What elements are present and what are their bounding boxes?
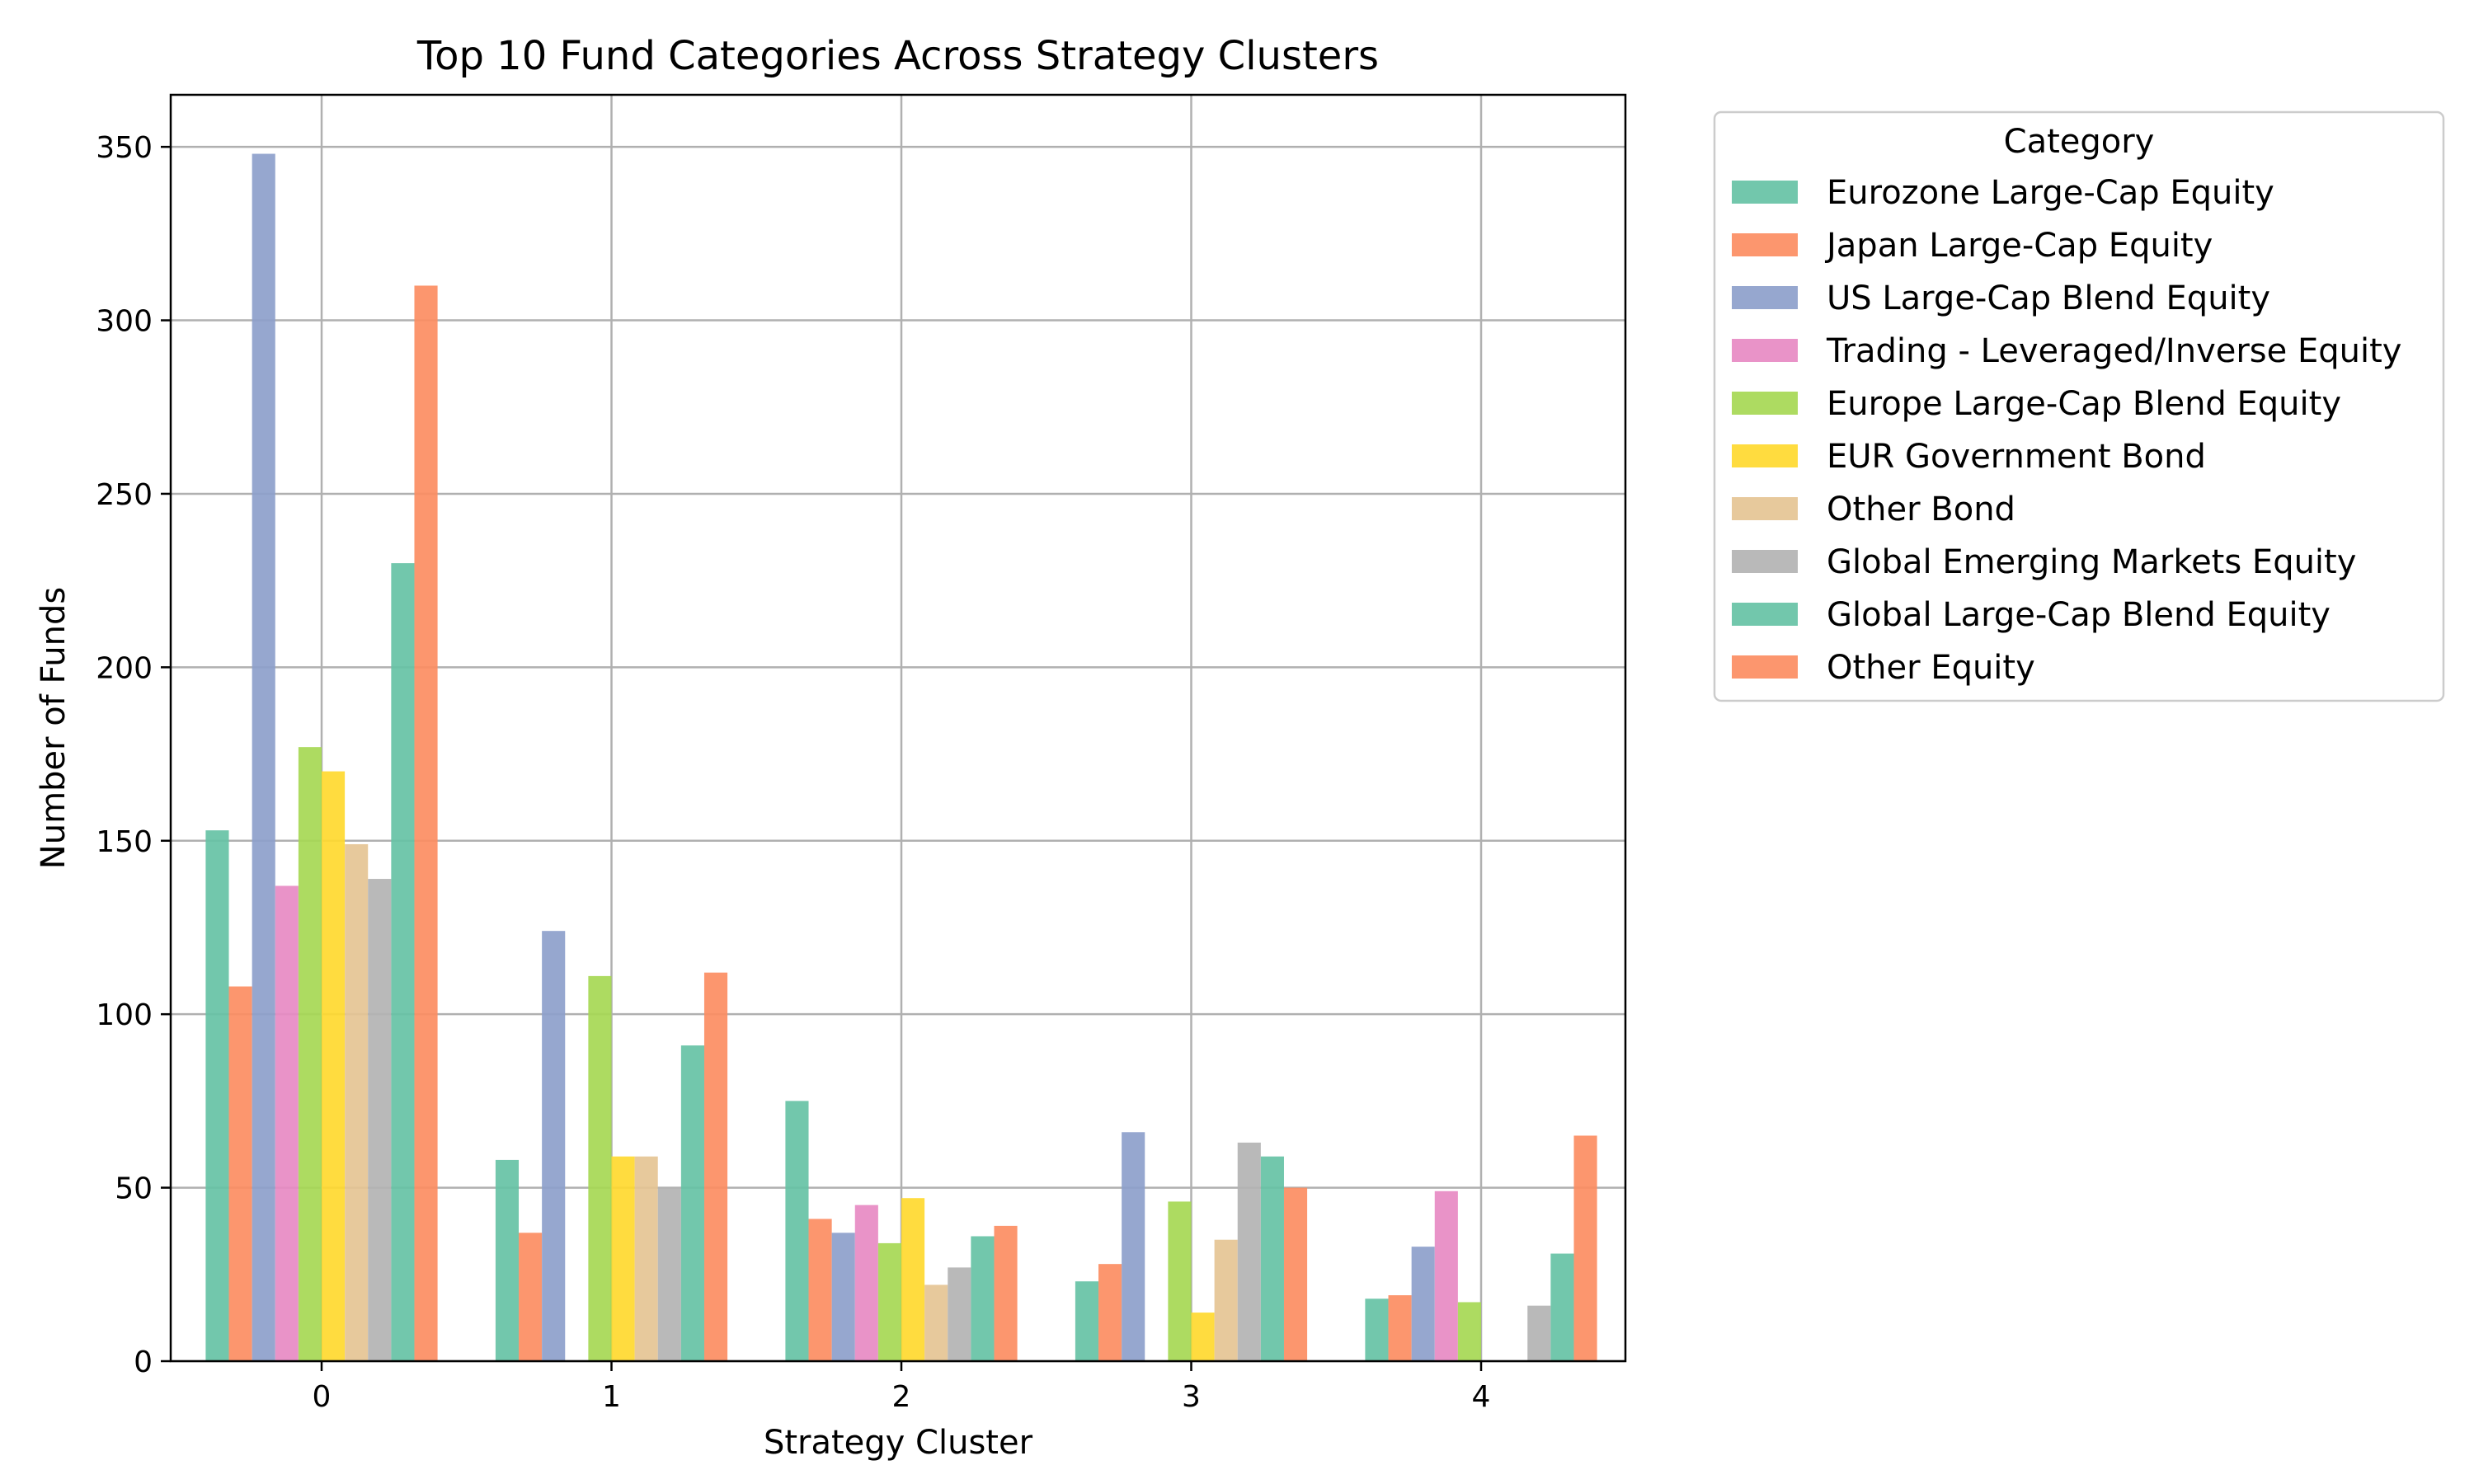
bar — [1168, 1201, 1192, 1361]
bar — [1550, 1253, 1574, 1361]
y-tick-label: 350 — [96, 131, 153, 165]
bar — [1191, 1313, 1215, 1361]
bar — [948, 1267, 971, 1361]
legend-label: Europe Large-Cap Blend Equity — [1827, 385, 2341, 423]
x-tick-label: 1 — [602, 1380, 621, 1414]
legend-swatch — [1732, 233, 1798, 256]
y-tick-label: 200 — [96, 651, 153, 685]
legend-swatch — [1732, 339, 1798, 362]
y-tick-label: 300 — [96, 305, 153, 339]
bar — [519, 1233, 543, 1361]
bar — [924, 1284, 948, 1361]
axis-ticks: 0 50 100 150 200 250 300 350 0 1 2 3 4 — [96, 131, 1490, 1414]
bar — [854, 1205, 878, 1361]
bar — [542, 931, 566, 1361]
legend-title: Category — [2004, 123, 2155, 161]
x-tick-label: 3 — [1182, 1380, 1201, 1414]
bar — [971, 1236, 995, 1361]
legend-swatch — [1732, 550, 1798, 573]
bar — [1122, 1132, 1145, 1361]
bar — [831, 1233, 855, 1361]
bar — [1098, 1264, 1122, 1361]
bar — [611, 1156, 635, 1361]
bar — [1237, 1142, 1261, 1361]
bar — [1214, 1239, 1238, 1361]
legend-label: Global Emerging Markets Equity — [1827, 543, 2356, 581]
plot-frame — [169, 93, 1627, 1363]
bars — [205, 153, 1597, 1362]
y-tick-label: 50 — [115, 1172, 153, 1206]
x-tick-label: 0 — [313, 1380, 332, 1414]
bar — [994, 1225, 1018, 1361]
legend-swatch — [1732, 392, 1798, 415]
bar — [1527, 1305, 1551, 1361]
bar — [322, 771, 346, 1361]
bar — [634, 1156, 658, 1361]
legend-label: Other Equity — [1827, 649, 2035, 687]
bar — [657, 1187, 681, 1361]
bar — [877, 1242, 901, 1361]
bar — [1573, 1135, 1597, 1361]
bar — [588, 975, 612, 1361]
y-axis-title: Number of Funds — [35, 587, 73, 869]
legend-swatch — [1732, 655, 1798, 679]
legend-label: Eurozone Large-Cap Equity — [1827, 174, 2274, 212]
bar — [275, 885, 299, 1361]
legend-label: US Large-Cap Blend Equity — [1827, 279, 2270, 317]
bar — [1260, 1156, 1284, 1361]
legend-label: Other Bond — [1827, 491, 2015, 528]
x-axis-title: Strategy Cluster — [764, 1424, 1033, 1462]
legend-swatch — [1732, 181, 1798, 204]
legend-swatch — [1732, 286, 1798, 309]
bar — [785, 1101, 809, 1361]
bar — [228, 986, 252, 1361]
x-tick-label: 4 — [1472, 1380, 1491, 1414]
bar — [1075, 1281, 1099, 1361]
bar — [1388, 1295, 1412, 1361]
legend-label: Japan Large-Cap Equity — [1824, 227, 2213, 265]
bar — [680, 1045, 704, 1361]
bar — [1365, 1298, 1389, 1361]
bar — [703, 972, 728, 1361]
x-tick-label: 2 — [892, 1380, 911, 1414]
bar — [1457, 1302, 1481, 1361]
legend-swatch — [1732, 603, 1798, 626]
bar — [1434, 1190, 1458, 1361]
legend-label: Global Large-Cap Blend Equity — [1827, 596, 2331, 634]
legend: Category Eurozone Large-Cap Equity Japan … — [1713, 110, 2445, 702]
bar — [414, 285, 438, 1362]
bar — [368, 879, 392, 1361]
bar — [1411, 1247, 1435, 1361]
bar — [495, 1159, 520, 1361]
bar — [1283, 1187, 1308, 1361]
legend-label: EUR Government Bond — [1827, 438, 2206, 476]
y-tick-label: 150 — [96, 825, 153, 859]
y-tick-label: 250 — [96, 478, 153, 512]
bar — [298, 747, 322, 1361]
bar — [901, 1198, 925, 1361]
legend-frame — [1713, 110, 2445, 702]
legend-swatch — [1732, 444, 1798, 467]
chart-title: Top 10 Fund Categories Across Strategy C… — [416, 33, 1379, 79]
legend-label: Trading - Leveraged/Inverse Equity — [1826, 332, 2401, 370]
y-tick-label: 100 — [96, 998, 153, 1032]
bar — [345, 843, 369, 1361]
legend-swatch — [1732, 497, 1798, 520]
y-tick-label: 0 — [134, 1345, 153, 1379]
bar — [252, 153, 275, 1362]
bar — [391, 563, 415, 1361]
bar — [808, 1219, 832, 1361]
bar — [205, 830, 229, 1361]
